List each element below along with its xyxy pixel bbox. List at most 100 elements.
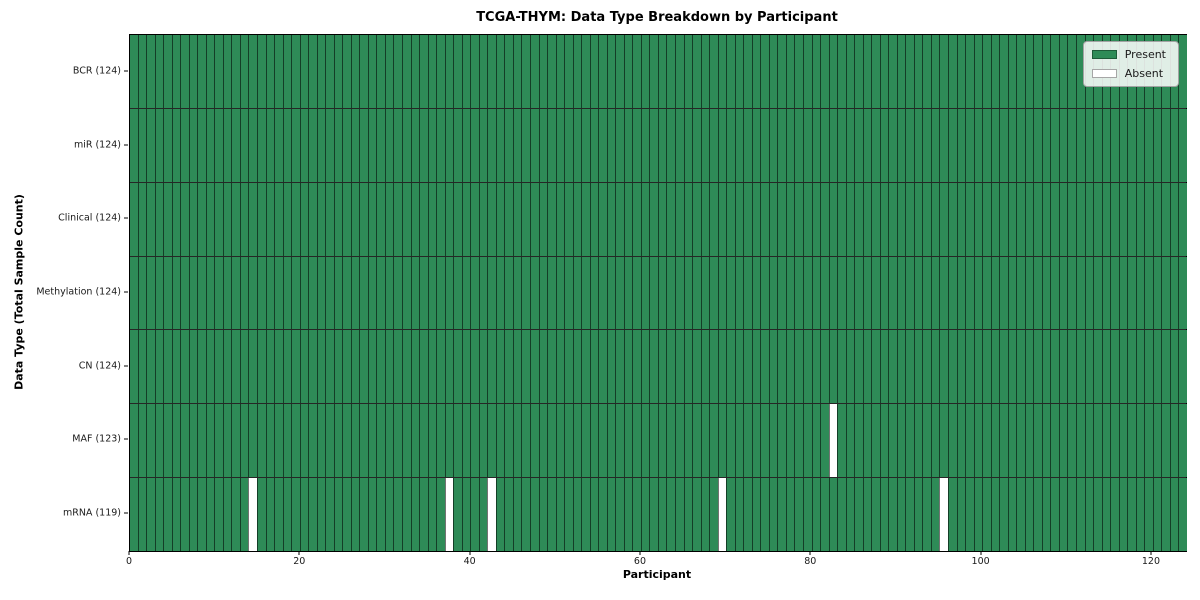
cell-present [461,478,471,552]
cell-present [1169,404,1179,478]
cell-present [905,35,914,108]
cell-present [384,478,394,552]
cell-present [675,478,684,552]
cell-present [709,35,718,108]
cell-present [828,108,838,182]
cell-present [615,256,624,330]
cell-present [1144,478,1153,552]
cell-present [802,108,812,182]
cell-present [939,35,948,108]
cell-present [222,35,232,108]
cell-present [1067,108,1076,182]
cell-present [1118,108,1128,182]
cell-present [299,182,309,256]
cell-present [461,182,471,256]
cell-present [333,404,343,478]
cell-present [913,330,923,404]
x-tick-label: 100 [971,556,990,567]
cell-present [291,256,300,330]
cell-present [1075,330,1085,404]
cell-present [1110,404,1119,478]
cell-present [1093,108,1102,182]
cell-present [683,404,693,478]
cell-present [896,404,906,478]
cell-present [402,35,411,108]
cell-absent [939,478,948,552]
cell-present [862,182,872,256]
y-tick-mark [124,217,128,219]
x-tick-mark [298,551,300,555]
cell-present [1007,404,1017,478]
cell-present [760,35,769,108]
cell-present [785,404,795,478]
cell-present [130,108,138,182]
cell-present [632,478,641,552]
cell-present [666,108,675,182]
cell-present [436,35,445,108]
cell-present [1127,256,1136,330]
cell-present [717,330,727,404]
cell-present [393,330,402,404]
cell-present [871,182,880,256]
cell-present [1024,108,1034,182]
cell-present [256,182,266,256]
x-tick-mark [809,551,811,555]
cell-present [248,404,257,478]
cell-present [675,182,684,256]
cell-present [657,478,667,552]
cell-present [956,35,966,108]
cell-present [470,256,479,330]
cell-present [922,182,931,256]
cell-present [564,478,573,552]
cell-present [444,404,454,478]
cell-present [871,108,880,182]
cell-present [743,182,752,256]
cell-present [828,182,838,256]
cell-present [692,478,701,552]
cell-present [768,182,778,256]
y-tick-label: CN (124) [78,360,121,372]
cell-present [990,35,1000,108]
cell-present [453,182,462,256]
cell-present [316,182,326,256]
cell-present [538,108,548,182]
cell-present [487,108,496,182]
cell-present [299,35,309,108]
cell-present [564,404,573,478]
cell-present [623,256,633,330]
cell-present [820,256,829,330]
cell-present [188,478,198,552]
cell-present [529,404,539,478]
x-tick-mark [980,551,982,555]
cell-present [130,330,138,404]
cell-present [598,404,607,478]
cell-present [879,108,889,182]
cell-present [965,256,974,330]
cell-present [802,478,812,552]
cell-present [367,256,377,330]
cell-present [657,256,667,330]
cell-present [478,256,488,330]
cell-present [888,330,897,404]
cell-present [495,404,505,478]
cell-present [692,182,701,256]
cell-present [478,478,488,552]
cell-present [188,330,198,404]
cell-present [1127,478,1136,552]
cell-present [180,404,189,478]
cell-present [632,35,641,108]
cell-present [342,478,351,552]
cell-present [1110,108,1119,182]
cell-present [802,35,812,108]
cell-present [427,35,437,108]
cell-present [1161,404,1170,478]
cell-present [828,478,838,552]
cell-present [862,256,872,330]
cell-present [982,478,991,552]
cell-present [325,108,334,182]
x-tick-label: 40 [463,556,476,567]
cell-present [1067,256,1076,330]
cell-present [231,404,240,478]
cell-present [982,330,991,404]
cell-present [555,108,565,182]
